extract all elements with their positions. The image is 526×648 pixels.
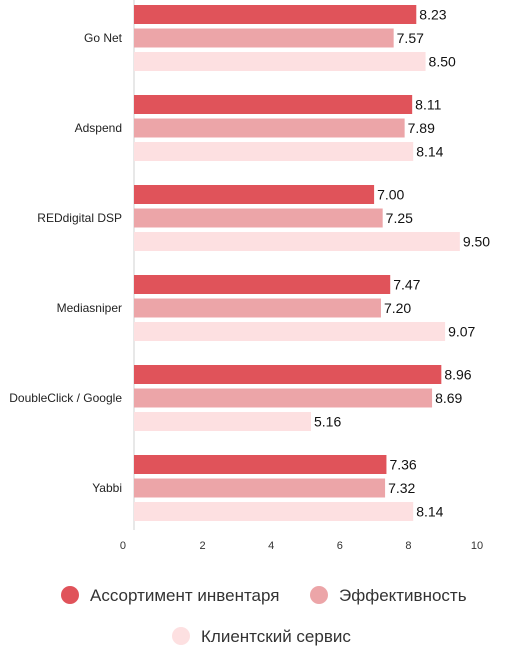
x-axis-ticks: 0 2 4 6 8 10 [120, 540, 483, 552]
bars: Go Net 8.23 7.57 8.50 Adspend 8.11 7.89 8.14 RED… [9, 5, 490, 521]
value-label: 9.50 [463, 234, 490, 250]
x-tick-label: 2 [200, 540, 206, 552]
value-label: 8.69 [435, 390, 462, 406]
value-label: 8.14 [416, 144, 443, 160]
x-tick-label: 8 [405, 540, 411, 552]
legend-label: Эффективность [339, 586, 467, 605]
value-label: 8.50 [429, 54, 456, 70]
bar [134, 185, 375, 204]
legend-label: Ассортимент инвентаря [90, 586, 279, 605]
bar [134, 275, 391, 294]
value-label: 8.11 [415, 97, 441, 113]
bar [134, 232, 460, 251]
value-label: 8.96 [444, 367, 471, 383]
value-label: 5.16 [314, 414, 341, 430]
value-label: 8.14 [416, 504, 443, 520]
legend-swatch [61, 586, 79, 604]
bar [134, 95, 413, 114]
value-label: 7.57 [397, 30, 424, 46]
category-label: Go Net [84, 31, 123, 45]
bar [134, 142, 414, 161]
value-label: 9.07 [448, 324, 475, 340]
value-label: 7.47 [393, 277, 420, 293]
bar [134, 502, 414, 521]
bar [134, 208, 383, 228]
value-label: 8.23 [419, 7, 446, 23]
value-label: 7.00 [377, 187, 404, 203]
category-label: REDdigital DSP [37, 211, 122, 225]
bar [134, 298, 381, 318]
legend-label: Клиентский сервис [201, 627, 351, 646]
bar [134, 455, 387, 474]
bar [134, 365, 442, 384]
bar [134, 28, 394, 48]
bar [134, 118, 405, 138]
bar [134, 52, 426, 71]
x-tick-label: 4 [268, 540, 274, 552]
bar [134, 412, 311, 431]
legend: Ассортимент инвентаря Эффективность Клиент… [61, 586, 467, 646]
category-label: Yabbi [92, 481, 122, 495]
bar [134, 388, 433, 408]
legend-swatch [310, 586, 328, 604]
x-tick-label: 10 [471, 540, 483, 552]
value-label: 7.36 [389, 457, 416, 473]
value-label: 7.20 [384, 300, 411, 316]
x-tick-label: 6 [337, 540, 343, 552]
x-tick-label: 0 [120, 540, 126, 552]
value-label: 7.25 [386, 210, 413, 226]
value-label: 7.89 [408, 120, 435, 136]
category-label: Adspend [75, 121, 122, 135]
bar [134, 478, 386, 498]
bar [134, 322, 446, 341]
category-label: DoubleClick / Google [9, 391, 122, 405]
value-label: 7.32 [388, 480, 415, 496]
category-label: Mediasniper [57, 301, 122, 315]
legend-swatch [172, 627, 190, 645]
bar [134, 5, 417, 24]
